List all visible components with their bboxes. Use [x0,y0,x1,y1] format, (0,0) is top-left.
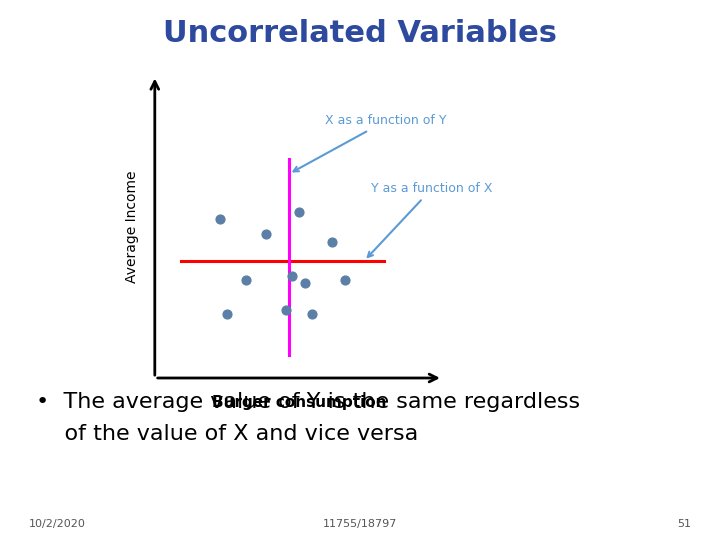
Text: of the value of X and vice versa: of the value of X and vice versa [36,424,418,444]
Point [240,275,252,284]
Text: 10/2/2020: 10/2/2020 [29,519,86,529]
Text: Average Income: Average Income [125,171,139,283]
Point [306,309,318,318]
Text: 51: 51 [678,519,691,529]
Text: •  The average value of Y is the same regardless: • The average value of Y is the same reg… [36,392,580,411]
Point [300,279,311,288]
Text: Burger consumption: Burger consumption [212,395,386,410]
Text: 11755/18797: 11755/18797 [323,519,397,529]
Text: X as a function of Y: X as a function of Y [294,114,446,171]
Point [261,230,272,239]
Point [280,306,292,314]
Text: Y as a function of X: Y as a function of X [368,183,492,257]
Point [215,215,226,224]
Point [325,238,337,246]
Text: Uncorrelated Variables: Uncorrelated Variables [163,19,557,48]
Point [293,207,305,216]
Point [221,309,233,318]
Point [287,272,298,280]
Point [339,275,351,284]
